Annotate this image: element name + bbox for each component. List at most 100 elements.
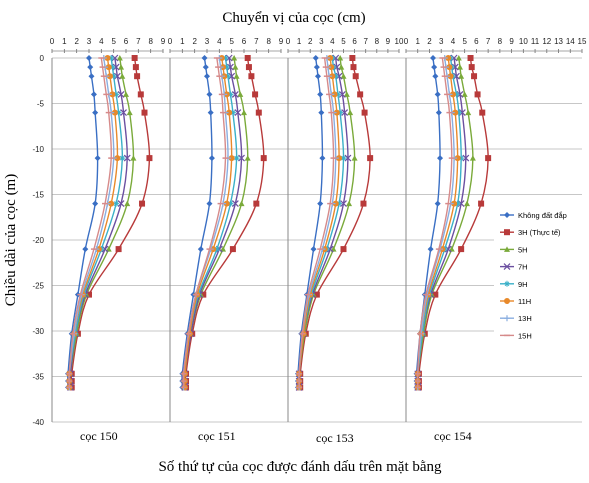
y-tick-label: -20 bbox=[32, 236, 44, 245]
x-tick-label: 5 bbox=[341, 37, 346, 46]
data-point bbox=[234, 109, 242, 117]
data-point bbox=[467, 55, 474, 61]
x-tick-label: 8 bbox=[148, 37, 153, 46]
data-point bbox=[429, 55, 436, 61]
data-point bbox=[204, 73, 210, 80]
data-point bbox=[104, 55, 111, 61]
data-point bbox=[340, 200, 347, 208]
data-point bbox=[332, 200, 339, 207]
data-point bbox=[446, 64, 453, 71]
data-point bbox=[119, 73, 126, 79]
legend-marker bbox=[504, 212, 510, 218]
data-point bbox=[117, 90, 125, 98]
data-point bbox=[227, 200, 234, 207]
data-point bbox=[455, 109, 462, 116]
data-point bbox=[360, 200, 367, 207]
data-point bbox=[111, 109, 118, 116]
data-point bbox=[110, 73, 117, 80]
data-point bbox=[123, 154, 131, 162]
x-tick-label: 3 bbox=[87, 37, 92, 46]
data-point bbox=[350, 64, 357, 71]
data-point bbox=[351, 155, 358, 161]
data-point bbox=[119, 155, 126, 162]
data-point bbox=[454, 155, 461, 162]
x-tick-label: 0 bbox=[50, 37, 55, 46]
data-point bbox=[437, 155, 444, 162]
data-point bbox=[139, 200, 146, 207]
data-point bbox=[349, 55, 356, 61]
data-point bbox=[206, 91, 213, 98]
data-point bbox=[126, 109, 133, 116]
x-tick-label: 11 bbox=[531, 37, 540, 46]
data-point bbox=[453, 91, 460, 98]
data-point bbox=[120, 109, 127, 117]
x-tick-label: 4 bbox=[451, 37, 456, 46]
x-axis-title: Số thứ tự của cọc được đánh dấu trên mặt… bbox=[158, 459, 442, 475]
data-point bbox=[333, 109, 340, 116]
data-point bbox=[207, 109, 214, 116]
x-tick-label: 1 bbox=[297, 37, 302, 46]
data-point bbox=[458, 155, 465, 162]
x-tick-label: 2 bbox=[74, 37, 79, 46]
data-point bbox=[241, 109, 247, 116]
data-point bbox=[229, 109, 236, 116]
legend: Không đất đắp 3H (Thực tế) 5H 7H 9H 11H 13H 15H bbox=[494, 203, 584, 373]
y-tick-label: -5 bbox=[37, 100, 45, 109]
data-point bbox=[252, 91, 259, 98]
x-tick-label: 8 bbox=[498, 37, 503, 46]
data-point bbox=[117, 200, 125, 208]
data-point bbox=[90, 91, 97, 98]
data-point bbox=[223, 64, 230, 71]
data-point bbox=[238, 200, 245, 207]
data-point bbox=[228, 155, 235, 162]
legend-label: 7H bbox=[518, 263, 528, 272]
data-point bbox=[318, 109, 325, 116]
data-point bbox=[229, 246, 236, 253]
x-tick-label: 5 bbox=[462, 37, 467, 46]
y-tick-label: -40 bbox=[32, 418, 44, 427]
x-tick-label: 3 bbox=[205, 37, 210, 46]
x-tick-label: 6 bbox=[474, 37, 479, 46]
data-point bbox=[244, 55, 251, 61]
panel-label: cọc 151 bbox=[198, 429, 236, 443]
data-point bbox=[201, 55, 208, 61]
x-tick-label: 7 bbox=[254, 37, 259, 46]
data-point bbox=[132, 64, 139, 71]
y-axis-title: Chiều dài của cọc (m) bbox=[3, 174, 19, 306]
data-point bbox=[312, 55, 319, 61]
data-point bbox=[474, 91, 481, 98]
legend-label: 15H bbox=[518, 331, 532, 340]
data-point bbox=[456, 64, 463, 70]
x-tick-label: 0 bbox=[168, 37, 173, 46]
data-point bbox=[106, 73, 113, 80]
legend-label: Không đất đắp bbox=[518, 211, 567, 220]
data-point bbox=[260, 155, 267, 162]
data-point bbox=[226, 109, 233, 116]
x-tick-label: 6 bbox=[352, 37, 357, 46]
data-point bbox=[357, 91, 364, 98]
data-point bbox=[435, 109, 442, 116]
data-point bbox=[327, 55, 334, 61]
data-point bbox=[245, 64, 252, 71]
x-tick-label: 9 bbox=[279, 37, 284, 46]
data-point bbox=[115, 109, 122, 116]
data-point bbox=[231, 55, 238, 61]
data-point bbox=[336, 200, 343, 207]
x-tick-label: 3 bbox=[439, 37, 444, 46]
x-tick-label: 5 bbox=[111, 37, 116, 46]
data-point bbox=[131, 55, 138, 61]
data-point bbox=[432, 291, 439, 298]
legend-marker bbox=[504, 229, 510, 236]
data-point bbox=[123, 91, 129, 97]
series-line bbox=[69, 57, 135, 388]
y-tick-label: -35 bbox=[32, 373, 44, 382]
x-tick-label: 0 bbox=[404, 37, 409, 46]
data-point bbox=[88, 73, 95, 80]
data-point bbox=[109, 91, 116, 98]
x-tick-label: 10 bbox=[519, 37, 528, 46]
data-point bbox=[206, 200, 213, 207]
data-point bbox=[208, 155, 215, 162]
data-point bbox=[223, 200, 230, 207]
